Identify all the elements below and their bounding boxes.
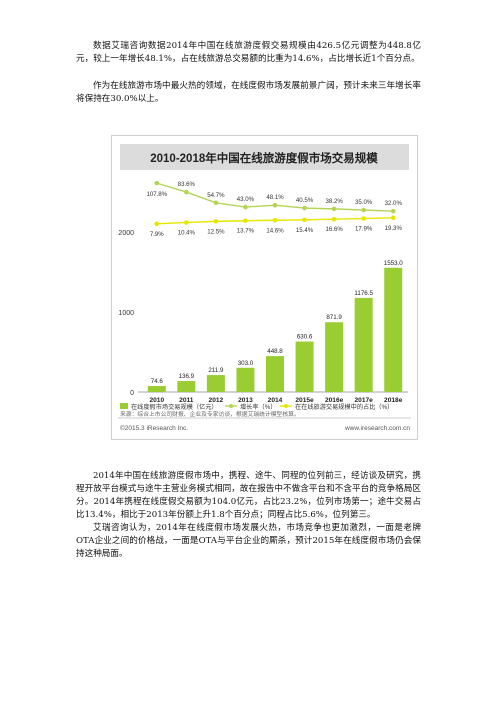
bar-value-label: 1553.0 <box>384 260 403 267</box>
share-point <box>361 216 366 221</box>
paragraph-2: 作为在线旅游市场中最火热的领域，在线度假市场发展前景广阔，预计未来三年增长率将保… <box>76 81 421 104</box>
x-tick-label: 2010 <box>149 397 164 404</box>
bar-2012 <box>206 375 225 392</box>
bar-2016e <box>325 322 344 392</box>
growth-point <box>243 204 248 210</box>
chart-title-background <box>120 144 409 170</box>
growth-point <box>184 189 189 195</box>
share-point <box>154 221 160 227</box>
bar-2014 <box>266 356 284 392</box>
legend-label-line: 在在线旅游交易规模中的占比（%） <box>295 403 393 411</box>
growth-value-label: 48.1% <box>266 194 284 201</box>
share-value-label: 14.6% <box>266 227 284 234</box>
growth-value-label: 107.8% <box>146 191 167 198</box>
growth-value-label: 54.7% <box>207 192 225 199</box>
growth-value-label: 43.0% <box>237 196 255 203</box>
y-tick-label: 0 <box>130 390 134 397</box>
growth-point <box>361 207 366 213</box>
share-point <box>213 219 219 224</box>
growth-value-label: 40.5% <box>296 197 314 204</box>
share-value-label: 15.4% <box>296 227 314 234</box>
share-value-label: 19.3% <box>385 225 403 232</box>
share-point <box>272 217 278 223</box>
website-text: www.iresearch.com.cn <box>344 425 410 432</box>
chart-figure: 2010-2018年中国在线旅游度假市场交易规模 0 1000 2000 74.6 20… <box>111 135 418 440</box>
chart-title: 2010-2018年中国在线旅游度假市场交易规模 <box>150 151 378 165</box>
growth-point <box>331 206 337 212</box>
source-note: 来源：综合上市公司财报、企业及专家访谈，根据艾瑞统计模型核算。 <box>120 410 300 418</box>
bar-2018e <box>384 267 403 392</box>
growth-point <box>272 202 278 208</box>
paragraph-3: 2014年中国在线旅游度假市场中，携程、途牛、同程的位列前三，经访谈及研究，携程… <box>76 471 421 520</box>
bar-value-label: 630.6 <box>297 334 313 341</box>
copyright-text: ©2015.3 iResearch Inc. <box>120 424 188 432</box>
growth-value-label: 35.0% <box>355 199 373 206</box>
legend-swatch-bar <box>120 403 128 409</box>
x-tick-label: 2013 <box>238 397 253 404</box>
legend-swatch-point <box>284 404 288 408</box>
x-tick-label: 2012 <box>209 397 224 404</box>
bar-value-label: 303.0 <box>238 360 254 367</box>
share-value-label: 7.9% <box>150 231 164 238</box>
share-value-label: 10.4% <box>178 229 196 236</box>
bar-2017e <box>354 297 373 392</box>
x-tick-label: 2016e <box>325 397 344 404</box>
x-tick-label: 2018e <box>384 397 403 404</box>
bar-value-label: 448.8 <box>267 348 283 355</box>
share-value-label: 12.5% <box>207 228 225 235</box>
growth-value-label: 38.2% <box>325 198 343 205</box>
share-point <box>390 215 396 221</box>
bar-value-label: 871.9 <box>326 314 342 321</box>
chart-svg: 2010-2018年中国在线旅游度假市场交易规模 0 1000 2000 74.6 20… <box>118 144 411 432</box>
growth-point <box>390 208 396 214</box>
growth-point <box>213 200 219 206</box>
bar-2010 <box>147 386 166 392</box>
bar-2015e <box>295 341 314 392</box>
growth-point <box>154 180 160 186</box>
legend-label-line: 增长率（%） <box>240 403 276 411</box>
x-tick-label: 2014 <box>268 397 283 404</box>
x-tick-label: 2011 <box>179 397 194 404</box>
bar-value-label: 211.9 <box>208 367 224 374</box>
share-point <box>331 216 337 222</box>
x-tick-label: 2017e <box>354 397 373 404</box>
share-value-label: 13.7% <box>237 228 255 235</box>
legend-swatch-point <box>229 404 233 408</box>
share-point <box>184 220 189 225</box>
growth-point <box>302 205 307 211</box>
x-tick-label: 2015e <box>295 397 314 404</box>
paragraph-1: 数据艾瑞咨询数据2014年中国在线旅游度假交易规模由426.5亿元调整为448.… <box>76 41 421 64</box>
bar-value-label: 136.9 <box>179 373 195 380</box>
share-point <box>302 217 307 223</box>
bar-value-label: 1176.5 <box>354 290 373 297</box>
bar-2011 <box>177 381 196 392</box>
share-value-label: 16.6% <box>325 226 343 233</box>
bar-value-label: 74.6 <box>151 378 164 385</box>
share-point <box>243 218 248 224</box>
paragraph-4: 艾瑞咨询认为，2014年在线度假市场发展火热，市场竞争也更加激烈，一面是老牌OT… <box>76 523 421 559</box>
growth-value-label: 32.0% <box>385 200 403 207</box>
growth-value-label: 83.6% <box>178 181 196 188</box>
y-tick-label: 1000 <box>118 310 134 317</box>
legend-label-bar: 在线度假市场交易规模（亿元） <box>131 403 218 411</box>
share-value-label: 17.9% <box>355 226 373 233</box>
bar-2013 <box>236 367 255 392</box>
y-tick-label: 2000 <box>118 230 134 237</box>
